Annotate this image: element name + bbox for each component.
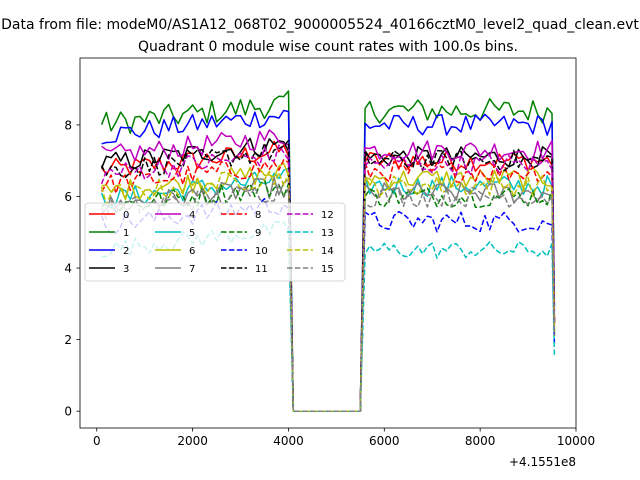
y-tick-label: 6 bbox=[64, 190, 72, 204]
plot-frame bbox=[79, 57, 577, 429]
legend-label-15: 15 bbox=[321, 264, 334, 275]
legend-label-9: 9 bbox=[255, 228, 261, 239]
legend-label-2: 2 bbox=[123, 246, 129, 257]
legend-label-10: 10 bbox=[255, 246, 268, 257]
legend-box bbox=[84, 202, 346, 282]
x-offset-label: +4.1551e8 bbox=[509, 455, 576, 469]
legend-label-5: 5 bbox=[189, 228, 195, 239]
legend-label-0: 0 bbox=[123, 210, 129, 221]
legend-label-1: 1 bbox=[123, 228, 129, 239]
chart-suptitle: Data from file: modeM0/AS1A12_068T02_900… bbox=[1, 17, 639, 33]
legend-label-3: 3 bbox=[123, 264, 129, 275]
legend-label-13: 13 bbox=[321, 228, 334, 239]
series-line-9 bbox=[101, 179, 556, 412]
legend-label-8: 8 bbox=[255, 210, 261, 221]
axes: 0 2000 4000 6000 8000 10000 0 2 4 6 8 bbox=[64, 57, 595, 448]
series-line-8 bbox=[100, 159, 556, 412]
x-tick-label: 0 bbox=[93, 434, 101, 448]
legend-label-14: 14 bbox=[321, 246, 334, 257]
legend-label-11: 11 bbox=[255, 264, 268, 275]
x-tick-label: 4000 bbox=[273, 434, 304, 448]
legend-label-7: 7 bbox=[189, 264, 195, 275]
legend-label-6: 6 bbox=[189, 246, 195, 257]
y-tick-label: 0 bbox=[64, 405, 72, 419]
y-tick-label: 4 bbox=[64, 262, 72, 276]
series-lines bbox=[100, 90, 556, 412]
x-tick-label: 10000 bbox=[557, 434, 595, 448]
legend-label-12: 12 bbox=[321, 210, 334, 221]
series-line-15 bbox=[100, 183, 556, 412]
x-tick-label: 2000 bbox=[177, 434, 208, 448]
y-tick-label: 8 bbox=[64, 118, 72, 132]
x-tick-label: 6000 bbox=[369, 434, 400, 448]
x-tick-label: 8000 bbox=[465, 434, 496, 448]
y-tick-label: 2 bbox=[64, 333, 72, 347]
legend-label-4: 4 bbox=[189, 210, 195, 221]
chart-title: Quadrant 0 module wise count rates with … bbox=[138, 39, 518, 55]
